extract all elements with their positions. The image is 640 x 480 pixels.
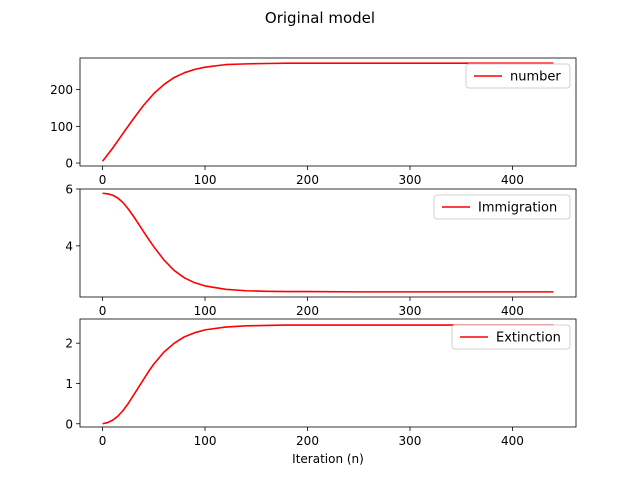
y-tick-label: 200 xyxy=(50,83,73,97)
y-tick-label: 100 xyxy=(50,120,73,134)
series-line-extinction xyxy=(102,324,554,425)
legend-box xyxy=(433,194,571,220)
x-tick-label: 200 xyxy=(296,173,319,187)
series-line-number xyxy=(101,62,554,162)
x-tick-label: 300 xyxy=(399,173,422,187)
x-tick-label: 200 xyxy=(296,434,319,448)
figure-title: Original model xyxy=(265,9,375,27)
axes-frame xyxy=(79,188,577,298)
x-tick-label: 400 xyxy=(501,434,524,448)
x-tick-label: 100 xyxy=(194,304,217,318)
y-tick-label: 2 xyxy=(65,337,73,351)
x-tick-label: 0 xyxy=(99,304,107,318)
series-line-immigration xyxy=(102,192,554,293)
axes-frame xyxy=(79,57,577,167)
legend-label: Extinction xyxy=(496,331,561,346)
subplot-3: 0 100 200 300 400 0 1 2 Extinction Iteration (n) xyxy=(65,318,577,466)
y-tick-label: 0 xyxy=(65,417,73,431)
x-tick-label: 400 xyxy=(501,304,524,318)
axes-frame xyxy=(79,318,577,428)
legend-box xyxy=(465,63,571,89)
x-tick-label: 0 xyxy=(99,173,107,187)
x-tick-label: 300 xyxy=(399,434,422,448)
x-tick-label: 300 xyxy=(399,304,422,318)
y-tick-label: 1 xyxy=(65,377,73,391)
x-tick-label: 200 xyxy=(296,304,319,318)
x-tick-label: 100 xyxy=(194,173,217,187)
legend-box xyxy=(451,324,571,350)
x-tick-label: 100 xyxy=(194,434,217,448)
y-tick-label: 6 xyxy=(65,183,73,197)
y-tick-label: 4 xyxy=(65,239,73,253)
legend-label: number xyxy=(510,70,561,85)
x-tick-label: 0 xyxy=(99,434,107,448)
y-tick-label: 0 xyxy=(65,157,73,171)
subplot-1: 0 100 200 300 400 0 100 200 number xyxy=(50,57,577,187)
x-tick-label: 400 xyxy=(501,173,524,187)
x-axis-label: Iteration (n) xyxy=(292,452,364,466)
subplot-2: 0 100 200 300 400 4 6 Immigration xyxy=(65,183,577,318)
legend-label: Immigration xyxy=(478,201,557,216)
